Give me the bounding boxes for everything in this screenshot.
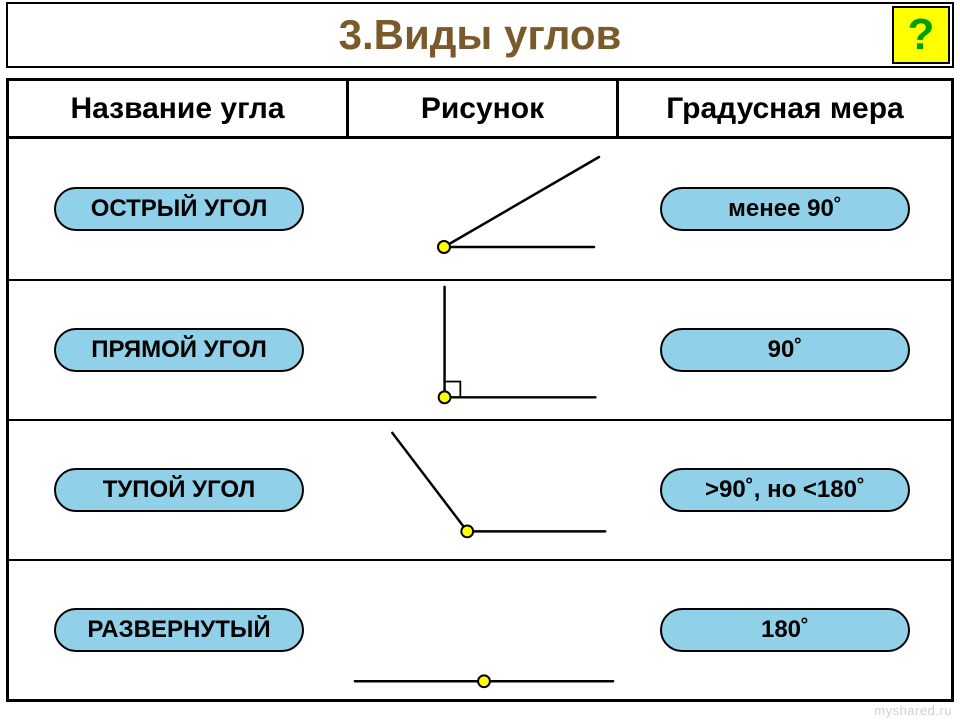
angle-diagram	[349, 281, 619, 419]
cell-name: ОСТРЫЙ УГОЛ	[9, 139, 349, 279]
table-row: ПРЯМОЙ УГОЛ 90˚	[9, 279, 951, 419]
page-title: 3.Виды углов	[339, 11, 622, 59]
cell-measure: >90˚, но <180˚	[619, 421, 951, 559]
cell-name: РАЗВЕРНУТЫЙ	[9, 561, 349, 699]
cell-name: ТУПОЙ УГОЛ	[9, 421, 349, 559]
cell-drawing	[349, 139, 619, 279]
title-bar: 3.Виды углов	[6, 2, 954, 68]
cell-measure: 90˚	[619, 281, 951, 419]
angles-table: Название угла Рисунок Градусная мера ОСТ…	[6, 78, 954, 702]
help-button[interactable]: ?	[892, 6, 950, 64]
cell-name: ПРЯМОЙ УГОЛ	[9, 281, 349, 419]
table-row: ОСТРЫЙ УГОЛ менее 90˚	[9, 139, 951, 279]
watermark: myshared.ru	[874, 703, 952, 718]
table-header: Название угла Рисунок Градусная мера	[9, 81, 951, 139]
cell-measure: менее 90˚	[619, 139, 951, 279]
angle-name-pill[interactable]: ТУПОЙ УГОЛ	[54, 468, 304, 512]
angle-measure-pill[interactable]: >90˚, но <180˚	[660, 468, 910, 512]
header-name: Название угла	[9, 81, 349, 136]
help-icon: ?	[908, 10, 935, 60]
angle-measure-pill[interactable]: менее 90˚	[660, 187, 910, 231]
header-drawing: Рисунок	[349, 81, 619, 136]
angle-name-pill[interactable]: ПРЯМОЙ УГОЛ	[54, 328, 304, 372]
cell-drawing	[349, 561, 619, 699]
table-row: РАЗВЕРНУТЫЙ 180˚	[9, 559, 951, 699]
cell-measure: 180˚	[619, 561, 951, 699]
table-row: ТУПОЙ УГОЛ >90˚, но <180˚	[9, 419, 951, 559]
angle-diagram	[349, 561, 619, 699]
angle-measure-pill[interactable]: 90˚	[660, 328, 910, 372]
angle-name-pill[interactable]: РАЗВЕРНУТЫЙ	[54, 608, 304, 652]
cell-drawing	[349, 281, 619, 419]
header-measure: Градусная мера	[619, 81, 951, 136]
cell-drawing	[349, 421, 619, 559]
angle-measure-pill[interactable]: 180˚	[660, 608, 910, 652]
angle-diagram	[349, 139, 619, 279]
angle-diagram	[349, 421, 619, 559]
angle-name-pill[interactable]: ОСТРЫЙ УГОЛ	[54, 187, 304, 231]
